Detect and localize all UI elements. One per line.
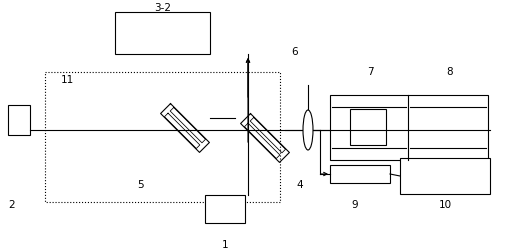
Bar: [330, 165, 390, 183]
Ellipse shape: [303, 110, 313, 150]
Text: 3-2: 3-2: [154, 3, 171, 13]
Text: 10: 10: [438, 200, 452, 210]
Bar: [205, 195, 245, 223]
Bar: [330, 95, 488, 160]
Bar: [115, 12, 210, 54]
Text: 2: 2: [9, 200, 16, 210]
Bar: [400, 158, 490, 194]
Text: 6: 6: [292, 47, 298, 57]
Bar: [350, 109, 386, 145]
Text: 9: 9: [352, 200, 358, 210]
Bar: [45, 72, 280, 202]
Text: 5: 5: [137, 180, 143, 190]
Text: 7: 7: [367, 67, 373, 77]
Text: 1: 1: [222, 240, 228, 250]
Text: 4: 4: [297, 180, 304, 190]
Text: 11: 11: [61, 75, 74, 85]
Bar: [8, 105, 30, 135]
Text: 8: 8: [447, 67, 453, 77]
